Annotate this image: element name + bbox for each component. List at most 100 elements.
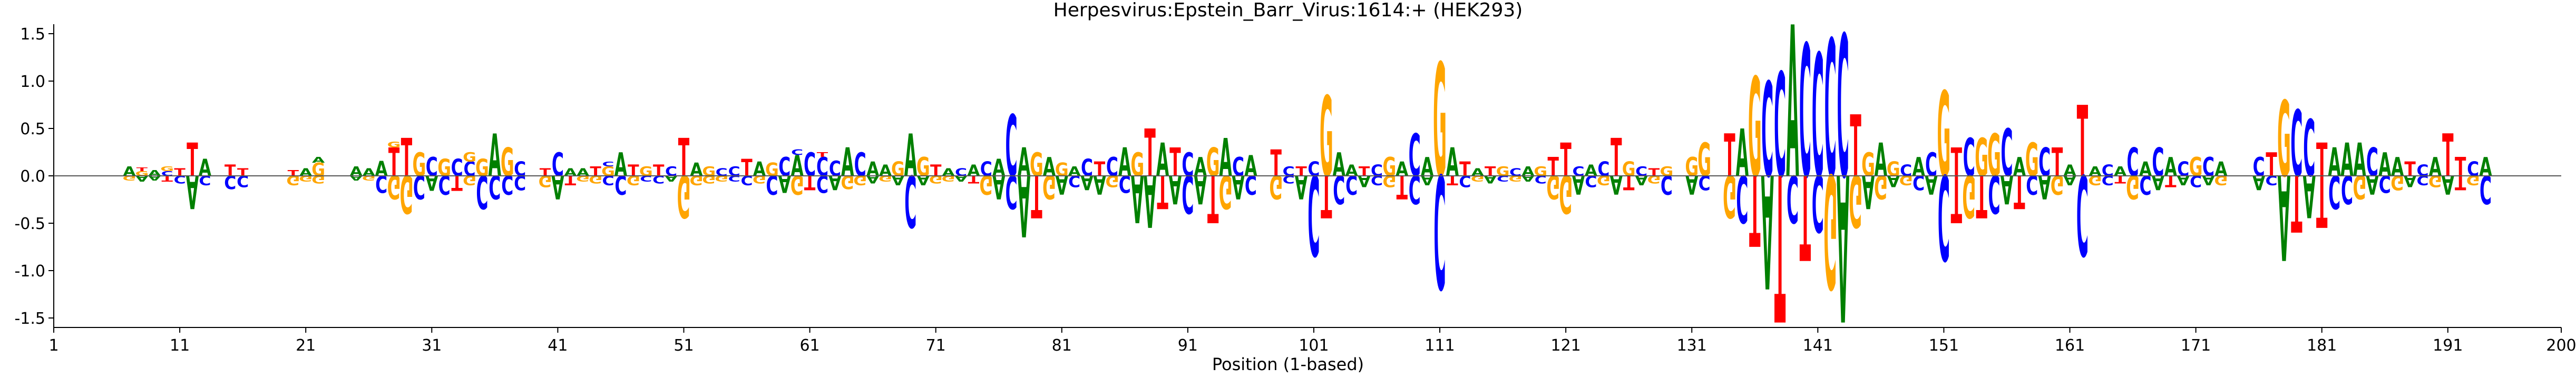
logo-letter-A: A — [1131, 160, 1144, 236]
logo-letter-A: A — [1484, 173, 1497, 185]
logo-letter-glyph: T — [2165, 172, 2177, 190]
logo-letter-G: G — [1383, 172, 1397, 190]
logo-letter-A: A — [1018, 155, 1030, 253]
logo-letter-T: T — [2114, 173, 2126, 185]
logo-letter-G: G — [1105, 172, 1119, 190]
logo-letter-C: C — [2202, 152, 2214, 182]
logo-letter-G: G — [1849, 158, 1862, 241]
logo-letter-A: A — [1194, 166, 1207, 212]
logo-letter-C: C — [1787, 160, 1799, 236]
logo-letter-glyph: T — [136, 166, 148, 172]
logo-letter-T: T — [2077, 86, 2088, 200]
logo-letter-glyph: A — [2429, 152, 2442, 182]
logo-letter-glyph: C — [2076, 150, 2089, 277]
logo-letter-G: G — [437, 155, 451, 182]
logo-letter-A: A — [2340, 135, 2353, 187]
logo-letter-glyph: A — [2442, 170, 2454, 200]
logo-letter-C: C — [1283, 164, 1295, 179]
logo-letter-glyph: G — [1975, 128, 1988, 189]
logo-letter-glyph: A — [614, 146, 627, 184]
logo-letter-C: C — [1182, 146, 1194, 184]
logo-letter-A: A — [1068, 164, 1081, 179]
logo-letter-T: T — [1850, 98, 1861, 196]
logo-letter-glyph: G — [1130, 146, 1144, 184]
logo-letter-glyph: C — [1068, 172, 1080, 190]
logo-letter-glyph: T — [1548, 152, 1559, 182]
logo-letter-G: G — [2126, 168, 2140, 206]
logo-letter-glyph: C — [2190, 172, 2202, 190]
logo-letter-glyph: G — [1433, 32, 1447, 213]
logo-letter-glyph: C — [1661, 170, 1673, 200]
logo-letter-glyph: T — [2077, 86, 2088, 200]
logo-letter-glyph: A — [350, 164, 363, 179]
logo-letter-glyph: C — [199, 173, 211, 188]
logo-letter-A: A — [2164, 152, 2177, 182]
logo-letter-glyph: C — [1774, 44, 1786, 210]
logo-letter-G: G — [765, 159, 779, 181]
logo-letter-C: C — [1837, 0, 1849, 222]
logo-letter-G: G — [1823, 139, 1837, 321]
logo-letter-A: A — [1118, 140, 1131, 185]
logo-letter-glyph: A — [791, 150, 804, 183]
logo-letter-A: A — [917, 173, 930, 188]
logo-letter-glyph: G — [1887, 158, 1900, 181]
logo-letter-glyph: C — [816, 152, 828, 182]
logo-letter-G: G — [702, 173, 716, 185]
logo-letter-A: A — [2378, 146, 2391, 184]
logo-letter-glyph: A — [866, 173, 880, 185]
logo-letter-C: C — [463, 158, 475, 181]
logo-letter-glyph: A — [1068, 164, 1081, 179]
logo-letter-glyph: A — [1875, 135, 1887, 187]
logo-letter-glyph: A — [1786, 0, 1799, 225]
logo-letter-C: C — [816, 152, 828, 182]
logo-letter-glyph: C — [2328, 165, 2340, 217]
logo-letter-C: C — [1812, 157, 1824, 247]
logo-letter-T: T — [2052, 140, 2063, 185]
logo-letter-A: A — [1232, 168, 1244, 206]
logo-letter-C: C — [904, 158, 916, 241]
logo-letter-T: T — [565, 173, 577, 188]
logo-letter-glyph: C — [1938, 148, 1950, 284]
logo-letter-C: C — [980, 158, 992, 181]
logo-letter-glyph: G — [539, 172, 552, 190]
logo-letter-glyph: A — [2038, 168, 2051, 206]
logo-letter-glyph: A — [2303, 162, 2316, 230]
logo-letter-C: C — [1661, 170, 1673, 200]
logo-letter-glyph: C — [2480, 166, 2492, 212]
logo-letter-A: A — [1056, 170, 1068, 200]
logo-letter-T: T — [1271, 142, 1282, 185]
logo-letter-G: G — [639, 164, 653, 179]
logo-letter-T: T — [1800, 148, 1811, 284]
logo-letter-A: A — [1295, 168, 1307, 206]
logo-letter-glyph: A — [551, 168, 564, 206]
logo-letter-A: A — [2353, 135, 2366, 187]
logo-letter-glyph: C — [1006, 165, 1018, 217]
logo-letter-glyph: T — [1359, 164, 1370, 179]
logo-letter-G: G — [1874, 168, 1888, 206]
logo-letter-glyph: A — [866, 158, 880, 181]
logo-letter-C: C — [552, 146, 564, 184]
logo-letter-glyph: C — [2366, 140, 2378, 185]
logo-letter-G: G — [1320, 74, 1333, 202]
logo-letter-glyph: A — [2391, 152, 2404, 182]
logo-letter-G: G — [627, 173, 640, 188]
logo-letter-G: G — [412, 146, 426, 184]
logo-letter-A: A — [2152, 171, 2165, 193]
logo-letter-A: A — [2001, 166, 2013, 212]
y-axis: -1.5 -1.0 -0.5 0.0 0.5 1.0 1.5 — [14, 24, 54, 328]
logo-letter-A: A — [2303, 162, 2316, 230]
logo-letter-A: A — [1396, 158, 1409, 181]
logo-letter-glyph: A — [1118, 140, 1131, 185]
logo-letter-glyph: A — [1685, 170, 1698, 200]
logo-letter-A: A — [1786, 0, 1799, 225]
logo-letter-glyph: T — [1271, 142, 1282, 185]
logo-letter-glyph: C — [2026, 170, 2038, 200]
logo-letter-T: T — [401, 128, 412, 189]
x-tick-label: 91 — [1178, 336, 1198, 355]
logo-letter-glyph: A — [892, 173, 904, 188]
logo-letter-T: T — [1749, 152, 1760, 265]
logo-letter-G: G — [160, 165, 174, 173]
logo-letter-glyph: C — [1333, 166, 1345, 212]
logo-letter-glyph: C — [463, 158, 475, 181]
